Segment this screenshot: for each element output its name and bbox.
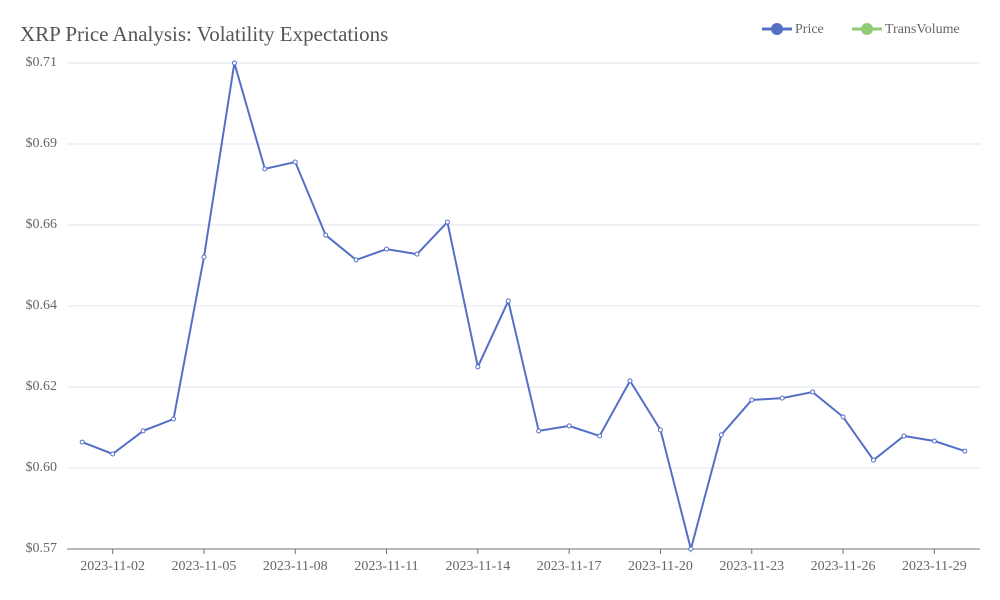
x-tick-label: 2023-11-23 bbox=[719, 559, 784, 574]
point bbox=[962, 448, 968, 454]
point bbox=[718, 432, 724, 438]
point bbox=[810, 389, 816, 395]
x-tick-label: 2023-11-17 bbox=[537, 559, 602, 574]
x-tick-label: 2023-11-26 bbox=[811, 559, 876, 574]
point bbox=[779, 395, 785, 401]
x-tick-label: 2023-11-08 bbox=[263, 559, 328, 574]
point bbox=[749, 397, 755, 403]
point bbox=[110, 451, 116, 457]
y-tick-label: $0.69 bbox=[26, 136, 58, 151]
y-tick-label: $0.71 bbox=[26, 55, 58, 70]
y-tick-label: $0.57 bbox=[26, 541, 58, 556]
point bbox=[384, 246, 390, 252]
x-tick-label: 2023-11-20 bbox=[628, 559, 693, 574]
point bbox=[292, 159, 298, 165]
chart-title: XRP Price Analysis: Volatility Expectati… bbox=[20, 22, 388, 46]
point bbox=[536, 428, 542, 434]
legend-icon bbox=[861, 23, 873, 35]
point bbox=[201, 254, 207, 260]
point bbox=[262, 166, 268, 172]
point bbox=[597, 433, 603, 439]
x-tick-label: 2023-11-02 bbox=[80, 559, 145, 574]
point bbox=[323, 232, 329, 238]
y-tick-label: $0.60 bbox=[26, 460, 58, 475]
y-tick-label: $0.62 bbox=[26, 379, 58, 394]
point bbox=[353, 257, 359, 263]
point bbox=[566, 423, 572, 429]
point bbox=[79, 439, 85, 445]
point bbox=[688, 546, 694, 552]
point bbox=[657, 427, 663, 433]
y-tick-label: $0.66 bbox=[26, 217, 58, 232]
point bbox=[171, 416, 177, 422]
point bbox=[870, 457, 876, 463]
x-tick-label: 2023-11-11 bbox=[354, 559, 418, 574]
point bbox=[840, 414, 846, 420]
y-tick-label: $0.64 bbox=[26, 298, 58, 313]
x-tick-label: 2023-11-14 bbox=[445, 559, 510, 574]
point bbox=[444, 219, 450, 225]
x-tick-label: 2023-11-29 bbox=[902, 559, 967, 574]
point bbox=[931, 438, 937, 444]
legend-label: Price bbox=[795, 22, 824, 37]
legend-icon bbox=[771, 23, 783, 35]
point bbox=[414, 251, 420, 257]
point bbox=[231, 60, 237, 66]
line bbox=[81, 62, 966, 553]
point bbox=[475, 364, 481, 370]
x-tick-label: 2023-11-05 bbox=[172, 559, 237, 574]
point bbox=[140, 428, 146, 434]
point bbox=[901, 433, 907, 439]
point bbox=[627, 378, 633, 384]
legend-label: TransVolume bbox=[885, 22, 960, 37]
point bbox=[505, 298, 511, 304]
